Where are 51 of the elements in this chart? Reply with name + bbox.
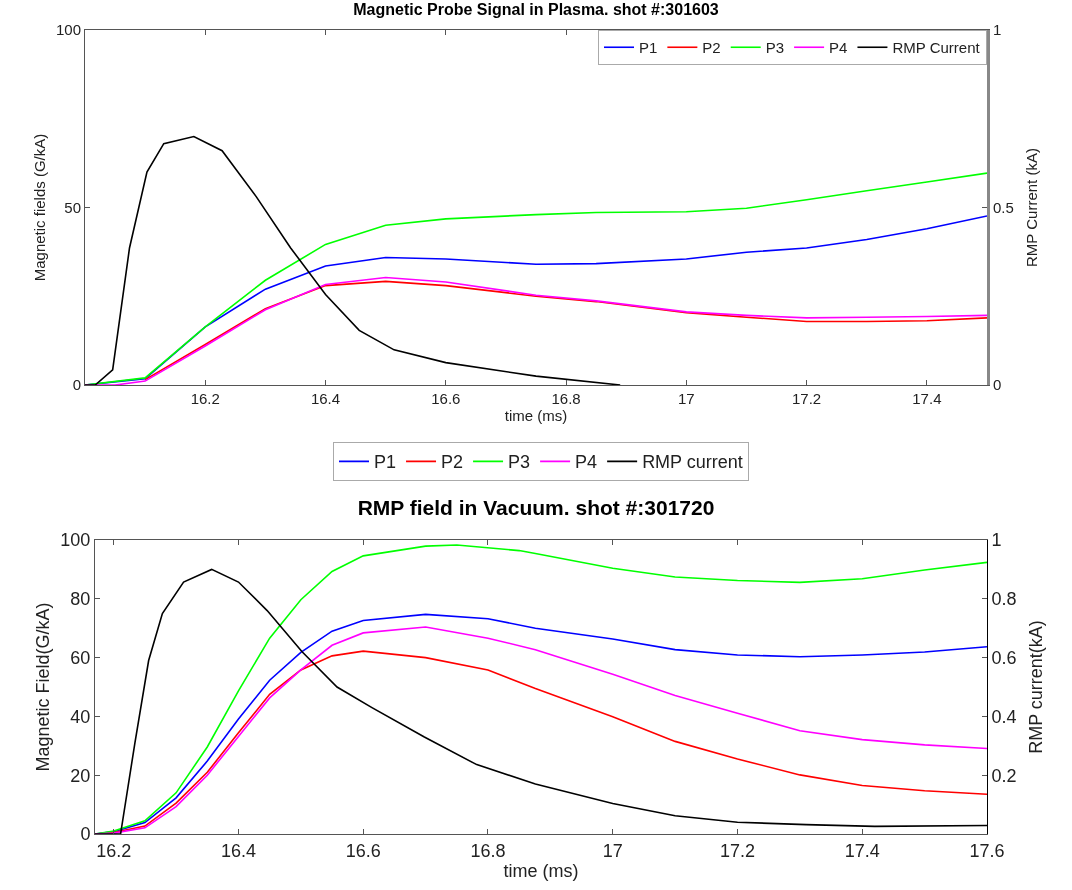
x-tick-label: 17.4 (912, 390, 942, 407)
legend-label: P2 (702, 39, 721, 57)
y-axis-title: Magnetic fields (G/kA) (31, 133, 48, 282)
x-tick-label: 16.2 (190, 390, 220, 407)
y2-tick-label: 0.5 (993, 198, 1014, 216)
y2-tick-label: 0 (993, 376, 1002, 394)
y-tick-label: 40 (70, 706, 91, 727)
legend-label: P1 (639, 39, 658, 57)
y2-tick-label: 0.4 (991, 706, 1017, 727)
x-tick-label: 17.2 (792, 390, 822, 407)
chart-title: Magnetic Probe Signal in Plasma. shot #:301603 (353, 1, 719, 19)
y-tick-label: 60 (70, 647, 91, 668)
y-tick-label: 20 (70, 765, 91, 786)
x-tick-label: 17.6 (969, 840, 1005, 861)
y-tick-label: 100 (60, 530, 91, 551)
y-tick-label: 80 (70, 589, 91, 610)
x-tick-label: 17.4 (844, 840, 880, 861)
legend-label: P4 (829, 39, 848, 57)
legend-label: P1 (374, 452, 397, 473)
line-series (85, 135, 621, 385)
x-tick-label: 16.4 (220, 840, 256, 861)
y-tick-label: 0 (72, 376, 81, 394)
legend-label: P2 (441, 452, 464, 473)
y-tick-label: 0 (80, 824, 91, 845)
chart-title: RMP field in Vacuum. shot #:301720 (357, 495, 715, 519)
x-tick-label: 16.6 (345, 840, 381, 861)
y2-tick-label: 0.6 (991, 647, 1017, 668)
x-axis-title: time (ms) (503, 860, 579, 881)
y2-tick-label: 1 (993, 21, 1002, 39)
x-axis-title: time (ms) (504, 407, 568, 424)
y2-axis-title: RMP Current (kA) (1022, 148, 1040, 267)
legend-label: P4 (575, 452, 598, 473)
x-tick-label: 17.2 (719, 840, 756, 861)
legend-label: P3 (508, 452, 531, 473)
x-tick-label: 16.6 (431, 390, 461, 407)
legend-label: RMP current (642, 452, 743, 473)
y-axis-title: Magnetic Field(G/kA) (33, 602, 53, 772)
y-tick-label: 50 (64, 198, 81, 216)
y2-tick-label: 1 (991, 530, 1002, 551)
y2-axis-title: RMP current(kA) (1026, 620, 1046, 754)
x-tick-label: 17 (677, 390, 695, 407)
x-tick-label: 17 (602, 840, 623, 861)
legend-label: RMP Current (892, 39, 981, 57)
x-tick-label: 16.8 (551, 390, 581, 407)
y-tick-label: 100 (55, 21, 81, 39)
y2-tick-label: 0.8 (991, 589, 1017, 610)
x-tick-label: 16.8 (470, 840, 506, 861)
y2-tick-label: 0.2 (991, 765, 1017, 786)
x-tick-label: 16.2 (96, 840, 132, 861)
x-tick-label: 16.4 (310, 390, 341, 407)
legend-label: P3 (765, 39, 785, 57)
